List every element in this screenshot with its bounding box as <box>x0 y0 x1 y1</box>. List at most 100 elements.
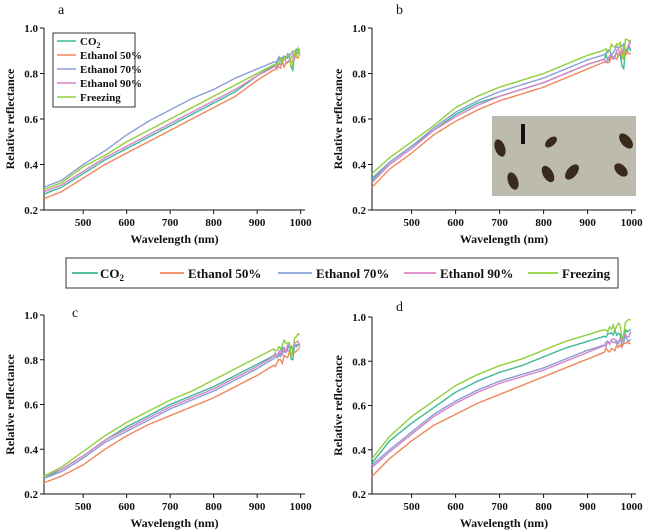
legend-label-freezing: Freezing <box>80 92 121 104</box>
y-axis-label: Relative reflectance <box>331 68 345 169</box>
y-tick-label: 0.8 <box>352 356 366 368</box>
chart-panel-a: a 0.2 0.4 0.6 0.8 1.0 500 600 700 800 900 1000 Wavel… <box>3 3 312 246</box>
y-tick-label: 0.6 <box>24 114 38 126</box>
series-line-ethanol90 <box>371 42 631 184</box>
y-tick-label: 0.4 <box>24 444 38 456</box>
shared-legend-label-ethanol50: Ethanol 50% <box>188 266 261 281</box>
panel-legend-box <box>52 32 136 108</box>
inset-particle <box>494 139 506 157</box>
series-line-freezing <box>371 38 632 175</box>
x-tick-label: 800 <box>535 217 552 229</box>
y-tick-label: 0.2 <box>24 205 38 217</box>
y-tick-label: 0.6 <box>24 400 38 412</box>
x-tick-label: 500 <box>403 217 420 229</box>
micrograph-inset <box>492 116 636 196</box>
inset-particle <box>619 133 633 149</box>
shared-legend-subscript: 2 <box>120 273 125 283</box>
x-tick-label: 900 <box>249 501 266 513</box>
x-tick-label: 700 <box>491 501 508 513</box>
x-tick-label: 600 <box>118 501 135 513</box>
series-line-freezing <box>43 332 301 477</box>
y-axis-label: Relative reflectance <box>3 353 17 454</box>
series-line-ethanol90 <box>43 50 301 193</box>
x-axis-label: Wavelength (nm) <box>130 516 218 530</box>
y-tick-label: 1.0 <box>24 310 38 322</box>
shared-legend-box <box>65 257 619 289</box>
series-line-ethanol70 <box>371 40 632 179</box>
y-tick-label: 0.2 <box>24 489 38 501</box>
x-tick-label: 500 <box>403 501 420 513</box>
x-axis-label: Wavelength (nm) <box>130 232 218 246</box>
chart-panel-d: d 0.2 0.4 0.6 0.8 1.0 500 600 700 800 900 1000 Wavel… <box>331 300 643 530</box>
x-tick-label: 800 <box>205 501 222 513</box>
panel-label: b <box>396 3 403 18</box>
x-axis-label: Wavelength (nm) <box>460 516 548 530</box>
x-tick-label: 1000 <box>290 217 313 229</box>
legend-label-ethanol50: Ethanol 50% <box>80 50 142 62</box>
inset-particle <box>541 165 555 183</box>
x-axis-label: Wavelength (nm) <box>460 232 548 246</box>
shared-legend: CO2 Ethanol 50% Ethanol 70% Ethanol 90% Free… <box>72 266 611 283</box>
scale-bar <box>521 124 525 144</box>
y-tick-label: 0.2 <box>352 489 366 501</box>
series-line-freezing <box>371 318 631 460</box>
x-tick-label: 900 <box>249 217 266 229</box>
chart-panel-b: b 0.2 0.4 0.6 0.8 1.0 500 600 700 800 900 1000 Wavel… <box>331 3 643 246</box>
panel-label: c <box>72 306 78 321</box>
series-line-co2 <box>371 327 631 464</box>
y-tick-label: 0.6 <box>352 114 366 126</box>
x-tick-label: 700 <box>162 501 179 513</box>
x-tick-label: 600 <box>118 217 135 229</box>
y-tick-label: 0.6 <box>352 401 366 413</box>
panel-label: d <box>396 300 403 315</box>
y-tick-label: 0.4 <box>352 160 366 172</box>
inset-particle <box>545 136 557 148</box>
shared-legend-label-freezing: Freezing <box>562 266 611 281</box>
x-tick-label: 1000 <box>621 217 644 229</box>
shared-legend-label-ethanol70: Ethanol 70% <box>316 266 389 281</box>
y-tick-label: 0.8 <box>24 69 38 81</box>
legend-label-co2: CO2 <box>80 36 101 50</box>
series-line-ethanol50 <box>371 48 632 188</box>
y-axis-label: Relative reflectance <box>3 68 17 169</box>
series-line-ethanol50 <box>43 346 301 484</box>
panels: a 0.2 0.4 0.6 0.8 1.0 500 600 700 800 900 1000 Wavel… <box>3 3 643 530</box>
y-tick-label: 0.2 <box>352 205 366 217</box>
y-tick-label: 1.0 <box>24 23 38 35</box>
y-tick-label: 1.0 <box>352 312 366 324</box>
series-line-ethanol90 <box>43 340 301 477</box>
x-tick-label: 800 <box>535 501 552 513</box>
x-tick-label: 500 <box>75 501 92 513</box>
series-line-ethanol70 <box>43 343 301 479</box>
x-tick-label: 600 <box>447 217 464 229</box>
y-tick-label: 0.8 <box>352 69 366 81</box>
x-tick-label: 900 <box>579 501 596 513</box>
inset-particle <box>565 164 579 180</box>
x-tick-label: 700 <box>162 217 179 229</box>
inset-particle <box>507 172 519 190</box>
series-line-ethanol90 <box>371 331 632 468</box>
y-tick-label: 1.0 <box>352 23 366 35</box>
legend-subscript: 2 <box>97 41 101 50</box>
x-tick-label: 900 <box>579 217 596 229</box>
series-line-ethanol50 <box>371 340 631 477</box>
x-tick-label: 800 <box>205 217 222 229</box>
x-tick-label: 1000 <box>621 501 644 513</box>
y-tick-label: 0.4 <box>24 160 38 172</box>
inset-particle <box>614 163 628 177</box>
y-axis-label: Relative reflectance <box>331 354 345 455</box>
y-tick-label: 0.4 <box>352 445 366 457</box>
x-tick-label: 600 <box>447 501 464 513</box>
legend-label-ethanol70: Ethanol 70% <box>80 64 142 76</box>
y-tick-label: 0.8 <box>24 355 38 367</box>
x-tick-label: 1000 <box>290 501 313 513</box>
series-line-ethanol50 <box>43 52 301 200</box>
series-line-freezing <box>43 45 301 191</box>
shared-legend-label-co2: CO2 <box>100 266 125 283</box>
chart-panel-c: c 0.2 0.4 0.6 0.8 1.0 500 600 700 800 900 1000 Wavel… <box>3 306 312 530</box>
x-tick-label: 700 <box>491 217 508 229</box>
series-line-ethanol70 <box>371 333 632 466</box>
x-tick-label: 500 <box>75 217 92 229</box>
